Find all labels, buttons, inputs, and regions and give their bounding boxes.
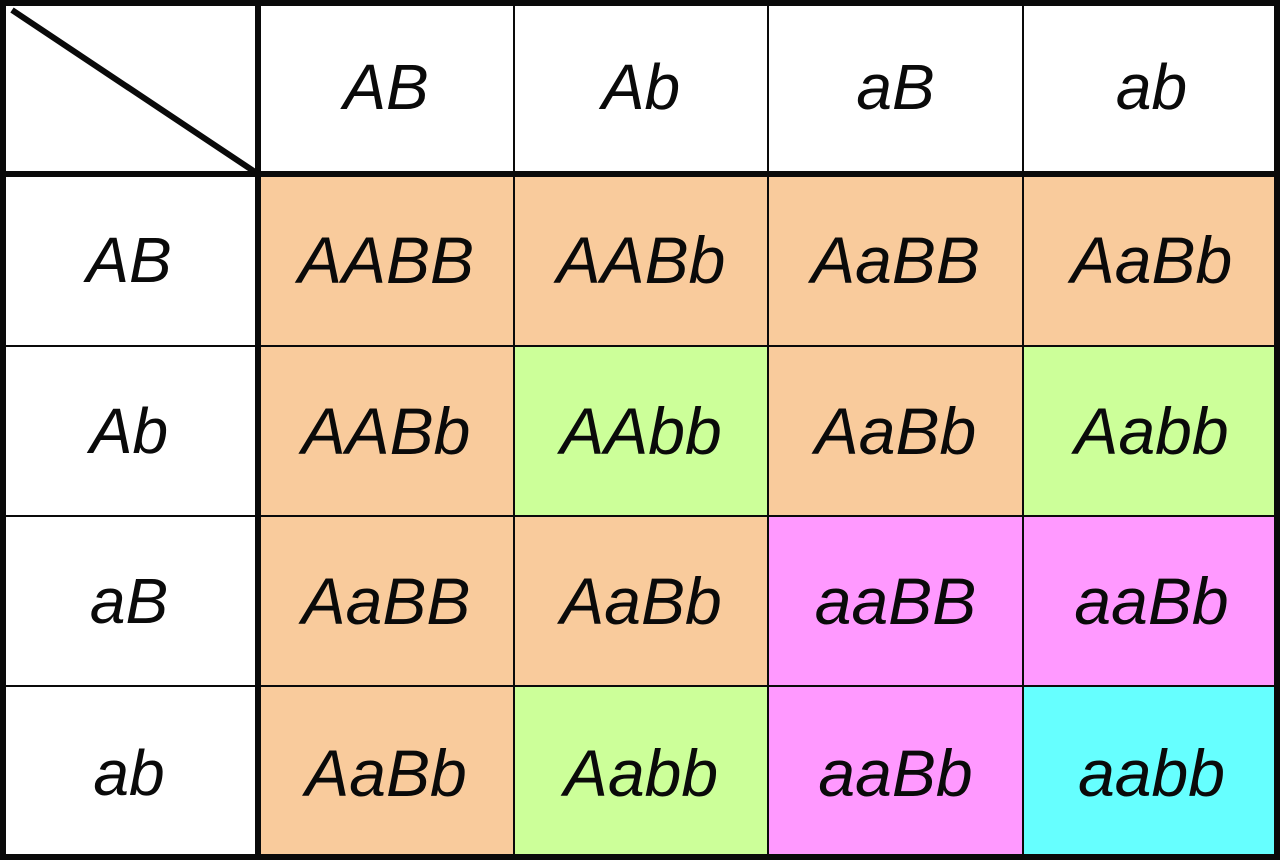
row-header: ab [0, 686, 258, 860]
border-line [0, 0, 6, 860]
border-line [0, 0, 1280, 6]
genotype-cell: AaBb [768, 346, 1023, 516]
grid-line [0, 515, 1280, 517]
genotype-cell: AAbb [514, 346, 768, 516]
genotype-cell: AaBB [258, 516, 514, 686]
row-header: Ab [0, 346, 258, 516]
grid-line [767, 0, 769, 860]
genotype-cell: aabb [1023, 686, 1280, 860]
genotype-cell: aaBB [768, 516, 1023, 686]
grid-line [1022, 0, 1024, 860]
genotype-cell: AaBb [1023, 174, 1280, 346]
column-header: aB [768, 0, 1023, 174]
genotype-cell: AaBb [258, 686, 514, 860]
genotype-cell: aaBb [768, 686, 1023, 860]
border-line [0, 854, 1280, 860]
genotype-cell: AaBb [514, 516, 768, 686]
grid-line [0, 685, 1280, 687]
column-header: Ab [514, 0, 768, 174]
genotype-cell: Aabb [1023, 346, 1280, 516]
row-header: AB [0, 174, 258, 346]
genotype-cell: Aabb [514, 686, 768, 860]
genotype-cell: AABb [258, 346, 514, 516]
column-header: ab [1023, 0, 1280, 174]
border-line [1274, 0, 1280, 860]
header-separator-line [255, 0, 261, 860]
genotype-cell: AaBB [768, 174, 1023, 346]
header-separator-line [0, 171, 1280, 177]
genotype-cell: aaBb [1023, 516, 1280, 686]
genotype-cell: AABb [514, 174, 768, 346]
genotype-cell: AABB [258, 174, 514, 346]
row-header: aB [0, 516, 258, 686]
column-header: AB [258, 0, 514, 174]
grid-line [513, 0, 515, 860]
grid-line [0, 345, 1280, 347]
